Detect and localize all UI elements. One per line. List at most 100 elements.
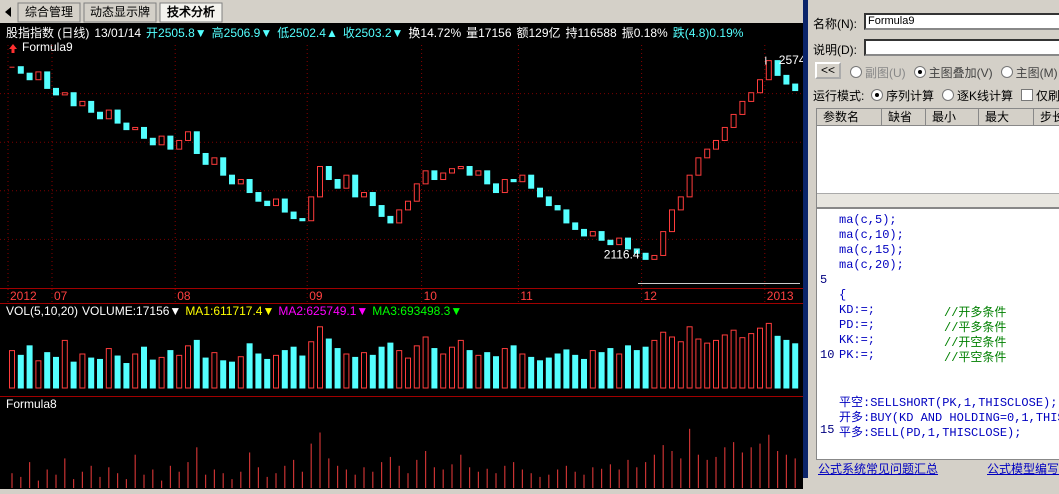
candle bbox=[352, 174, 359, 198]
date-label: 07 bbox=[54, 289, 68, 303]
date-label: 11 bbox=[520, 289, 533, 303]
date-label: 10 bbox=[424, 289, 438, 303]
candle bbox=[141, 126, 147, 139]
volume-bar bbox=[132, 353, 139, 389]
candle bbox=[537, 187, 543, 198]
volume-bar bbox=[651, 339, 658, 389]
h-scrollbar[interactable] bbox=[817, 193, 1059, 207]
panel-title: Formula9 bbox=[22, 40, 73, 54]
volume-bar bbox=[660, 331, 667, 389]
code-line: ma(c,5); bbox=[839, 213, 897, 227]
legend-item: MA2:625749.1▼ bbox=[278, 304, 368, 318]
volume-bar bbox=[598, 352, 605, 389]
max-label: 2574.5 bbox=[779, 53, 803, 67]
volume-bar bbox=[413, 345, 420, 389]
quote-item: 低2502.4▲ bbox=[277, 26, 338, 40]
radio-label: 主图(M) bbox=[1015, 66, 1058, 80]
tab-scroll[interactable] bbox=[5, 7, 11, 17]
help-link[interactable]: 公式系统常见问题汇总 bbox=[818, 462, 939, 476]
volume-bar bbox=[510, 345, 517, 389]
radio[interactable]: 主图(M) bbox=[1000, 66, 1058, 80]
candle bbox=[713, 139, 719, 150]
mode-label: 序列计算 bbox=[886, 89, 935, 103]
volume-bar bbox=[431, 348, 438, 389]
mode-radio[interactable]: 逐K线计算 bbox=[942, 89, 1013, 103]
candle bbox=[440, 172, 447, 181]
candle bbox=[563, 209, 570, 224]
help-link[interactable]: 公式模型编写 bbox=[987, 462, 1059, 476]
candle bbox=[53, 87, 59, 96]
volume-bar bbox=[361, 352, 367, 389]
volume-bar bbox=[484, 352, 491, 389]
volume-bar bbox=[17, 354, 24, 389]
tab[interactable] bbox=[17, 2, 81, 23]
desc-input[interactable] bbox=[864, 39, 1059, 56]
volume-bar bbox=[616, 353, 623, 389]
candle bbox=[457, 166, 464, 170]
code-line: KD:=; bbox=[839, 303, 876, 317]
mode-label: 运行模式: bbox=[813, 89, 865, 103]
candle bbox=[44, 71, 51, 89]
min-label: 2116.4 bbox=[604, 248, 640, 262]
column-header: 参数名 bbox=[817, 109, 882, 126]
line-number: 10 bbox=[820, 348, 835, 362]
tab[interactable] bbox=[83, 2, 157, 23]
date-label: 08 bbox=[177, 289, 191, 303]
candle bbox=[317, 166, 323, 198]
volume-bar bbox=[783, 339, 790, 389]
name-input[interactable]: Formula9 bbox=[864, 13, 1059, 30]
candle bbox=[396, 209, 403, 224]
radio-group: 副图(U) 主图叠加(V) 主图(M) bbox=[850, 64, 1059, 81]
candle bbox=[466, 166, 473, 176]
candle bbox=[132, 126, 139, 131]
candle bbox=[774, 60, 781, 76]
quote-item: 高2506.9▼ bbox=[212, 25, 273, 40]
radio[interactable]: 副图(U) bbox=[850, 66, 906, 80]
candle bbox=[229, 174, 235, 185]
chart-bg bbox=[0, 0, 803, 494]
code-line: 平多:SELL(PD,1,THISCLOSE); bbox=[839, 426, 1022, 440]
volume-bar bbox=[158, 356, 165, 389]
radio[interactable]: 主图叠加(V) bbox=[913, 66, 993, 80]
volume-bar bbox=[105, 348, 112, 389]
volume-bar bbox=[264, 358, 271, 389]
code-editor[interactable]: ma(c,5); ma(c,10); ma(c,15); ma(c,20); {KD:=… bbox=[816, 208, 1059, 460]
candle bbox=[378, 205, 385, 217]
volume-bar bbox=[185, 345, 191, 389]
quote-header: 股指指数 (日线) 13/01/14 开2505.8▼ 高2506.9▼ 低2502.4… bbox=[6, 25, 744, 40]
candle bbox=[475, 170, 482, 176]
volume-bar bbox=[299, 355, 306, 389]
candle bbox=[176, 139, 183, 150]
tab[interactable] bbox=[159, 2, 223, 23]
checkbox-label: 仅刷 bbox=[1036, 89, 1059, 103]
volume-bar bbox=[317, 326, 323, 389]
mode-radio[interactable]: 序列计算 bbox=[871, 89, 934, 103]
candle bbox=[35, 71, 42, 81]
candle bbox=[607, 239, 614, 246]
volume-bar bbox=[449, 346, 455, 389]
volume-bar bbox=[220, 360, 227, 389]
volume-bar bbox=[695, 338, 702, 389]
candle bbox=[493, 183, 499, 194]
volume-bar bbox=[501, 348, 508, 389]
candle bbox=[88, 100, 95, 113]
radio-label: 主图叠加(V) bbox=[928, 66, 993, 80]
volume-bar bbox=[149, 359, 156, 389]
candle bbox=[598, 231, 605, 241]
volume-bar bbox=[677, 341, 684, 389]
volume-bar bbox=[607, 348, 614, 389]
volume-bar bbox=[35, 360, 42, 389]
checkbox[interactable]: 仅刷 bbox=[1021, 89, 1059, 103]
volume-bar bbox=[765, 322, 772, 389]
toggle-button[interactable]: << bbox=[815, 62, 841, 79]
desc-label: 说明(D): bbox=[813, 43, 857, 57]
candle bbox=[757, 79, 763, 94]
volume-bar bbox=[642, 346, 649, 389]
candle bbox=[97, 111, 103, 120]
volume-bar bbox=[61, 339, 68, 389]
vol-header: VOL(5,10,20) VOLUME:17156▼ MA1:611717.4▼ MA… bbox=[6, 304, 462, 318]
candle bbox=[413, 183, 420, 202]
param-table: 参数名缺省最小最大步长 bbox=[816, 108, 1059, 208]
candle bbox=[501, 179, 508, 194]
